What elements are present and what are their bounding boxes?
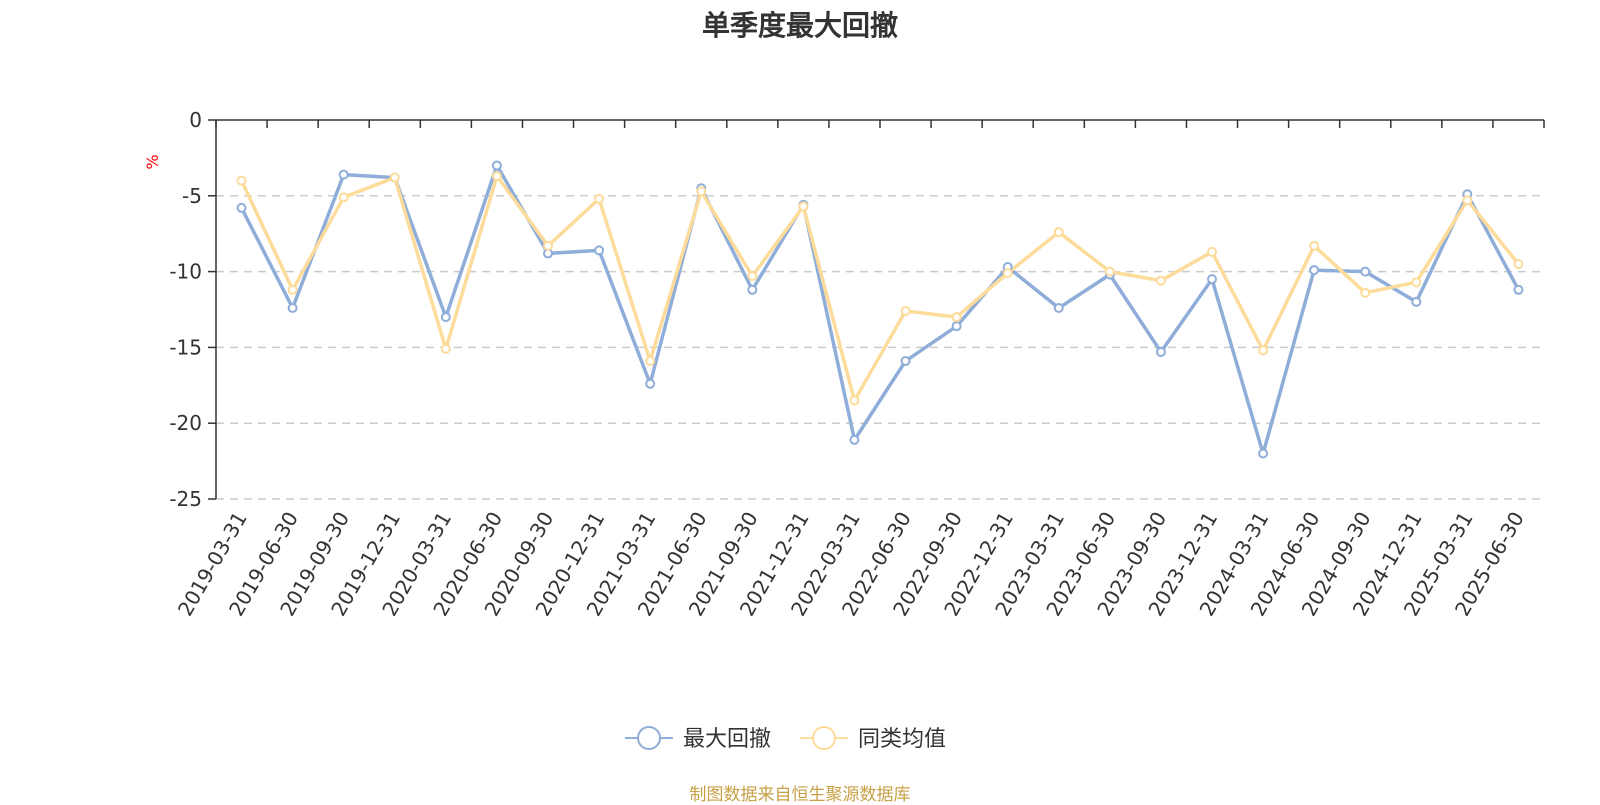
data-point (1309, 265, 1320, 276)
y-tick-label: -10 (169, 260, 202, 284)
legend-marker-1 (637, 726, 661, 750)
data-points (236, 160, 1524, 459)
data-point (594, 193, 605, 204)
data-point (1411, 296, 1422, 307)
data-point (491, 171, 502, 182)
data-point (1513, 259, 1524, 270)
data-point (1053, 227, 1064, 238)
data-point (1462, 195, 1473, 206)
data-point (1207, 274, 1217, 285)
data-point (1360, 266, 1371, 277)
data-point (236, 202, 247, 213)
data-point (645, 356, 656, 367)
y-tick-label: -25 (169, 487, 202, 511)
data-point (338, 169, 349, 180)
data-point (849, 395, 860, 406)
data-point (747, 271, 758, 282)
legend: 最大回撤 同类均值 (625, 726, 946, 752)
data-point (491, 160, 502, 171)
y-tick-label: -20 (169, 411, 202, 435)
data-point (1104, 266, 1115, 277)
data-point (1309, 240, 1320, 251)
data-point (900, 356, 911, 367)
data-point (1258, 345, 1269, 356)
y-tick-label: -15 (169, 335, 202, 359)
series-lines (239, 163, 1521, 456)
data-point (1411, 277, 1422, 288)
y-axis-unit: % (143, 154, 162, 169)
data-point (645, 378, 656, 389)
data-point (849, 434, 860, 445)
data-point (951, 321, 962, 332)
source-note: 制图数据来自恒生聚源数据库 (689, 785, 911, 805)
data-point (236, 175, 247, 186)
legend-label-2: 同类均值 (858, 727, 946, 752)
y-tick-label: 0 (189, 108, 202, 132)
data-point (440, 343, 451, 354)
data-point (287, 302, 298, 313)
data-point (1207, 246, 1217, 257)
data-point (696, 186, 707, 197)
chart-title: 单季度最大回撤 (701, 9, 898, 42)
y-tick-label: -5 (182, 184, 202, 208)
data-point (543, 240, 553, 251)
data-point (440, 312, 451, 323)
data-point (951, 312, 962, 323)
data-point (1155, 346, 1166, 357)
data-point (798, 201, 809, 212)
data-point (1258, 448, 1269, 459)
data-point (594, 245, 605, 256)
data-point (389, 172, 400, 183)
data-point (338, 192, 349, 203)
axes (208, 119, 1545, 500)
series-line-1 (239, 163, 1521, 456)
data-point (747, 284, 758, 295)
legend-label-1: 最大回撤 (683, 727, 771, 752)
data-point (900, 306, 911, 317)
data-point (1360, 287, 1371, 298)
data-point (1155, 275, 1166, 286)
legend-marker-2 (812, 726, 836, 750)
data-point (287, 284, 298, 295)
data-point (1002, 268, 1013, 279)
series-line-2 (239, 174, 1520, 403)
data-point (1053, 302, 1064, 313)
data-point (1513, 284, 1524, 295)
tick-labels: 0-5-10-15-20-25%2019-03-312019-06-302019… (143, 108, 1529, 620)
